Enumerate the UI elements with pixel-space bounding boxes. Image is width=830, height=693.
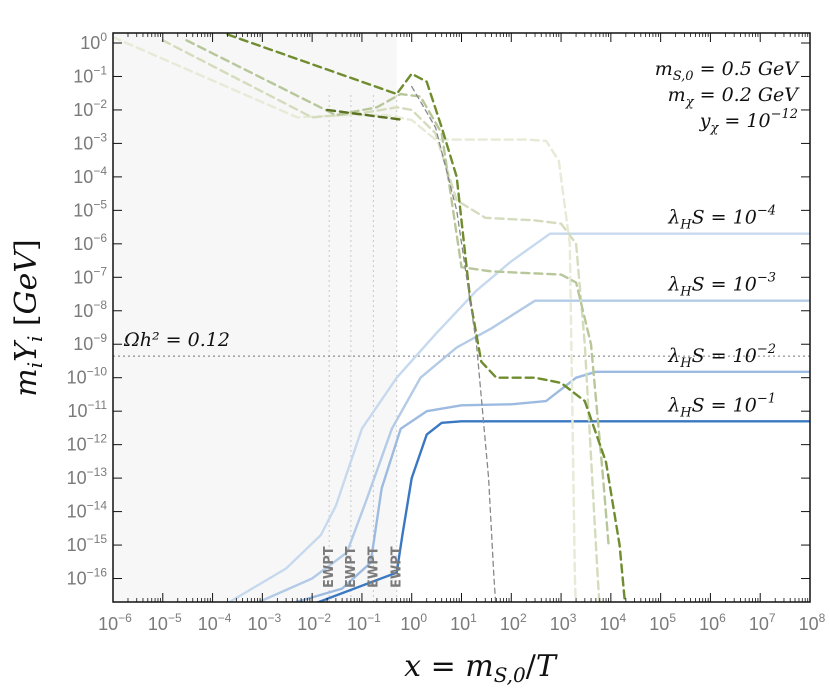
ticks: [112, 33, 811, 602]
x-tick-label: 10−5: [148, 611, 182, 634]
x-tick-label: 106: [699, 611, 726, 634]
x-tick-label: 105: [649, 611, 676, 634]
ewpt-labels: EWPT EWPT EWPT EWPT: [322, 546, 405, 588]
series-line-7: [226, 33, 627, 602]
y-tick-label: 10−6: [73, 231, 107, 254]
series-line-3: [315, 420, 810, 602]
x-tick-label: 10−6: [98, 611, 132, 634]
x-tick-labels: 10−6 10−5 10−4 10−3 10−2 10−1 100 101 102 103 104 1…: [98, 611, 826, 634]
y-tick-label: 10−11: [68, 398, 108, 421]
shaded-region: [113, 33, 397, 602]
y-tick-label: 10−15: [67, 532, 108, 555]
x-tick-label: 108: [799, 611, 826, 634]
x-tick-label: 102: [500, 611, 527, 634]
series-line-6: [185, 39, 610, 547]
y-tick-labels: 100 10−1 10−2 10−3 10−4 10−5 10−6 10−7 10−8 10−9 1…: [67, 30, 108, 589]
series-line-9: [411, 85, 497, 602]
x-tick-label: 10−2: [297, 611, 331, 634]
x-tick-label: 100: [400, 611, 427, 634]
x-tick-label: 10−3: [247, 611, 281, 634]
series-line-1: [255, 299, 810, 602]
y-tick-label: 10−1: [73, 63, 107, 86]
series-line-2: [292, 370, 810, 602]
y-tick-label: 10−10: [67, 365, 108, 388]
ewpt-label: EWPT: [322, 546, 337, 588]
parameter-label: mS,0​ = 0.5 GeV: [655, 58, 801, 84]
x-tick-label: 10−1: [347, 611, 381, 634]
y-tick-label: 10−14: [67, 499, 108, 522]
y-tick-label: 10−16: [67, 566, 108, 589]
series-label: λH​S = 10−3​: [667, 271, 776, 300]
ewpt-label: EWPT: [344, 546, 359, 588]
series-line-8: [325, 108, 406, 122]
x-tick-label: 101: [450, 611, 477, 634]
x-tick-label: 10−4: [198, 611, 232, 634]
ewpt-label: EWPT: [390, 546, 405, 588]
relic-density-label: Ωh² = 0.12: [123, 329, 230, 351]
y-tick-label: 10−13: [67, 465, 108, 488]
series-line-5: [161, 39, 601, 602]
y-tick-label: 10−9: [73, 331, 107, 354]
y-tick-label: 10−7: [73, 264, 107, 287]
y-tick-label: 10−12: [67, 432, 108, 455]
parameter-label: yχ​ = 10−12​: [699, 107, 798, 136]
ewpt-label: EWPT: [366, 546, 381, 588]
y-tick-label: 100: [80, 30, 107, 53]
x-tick-label: 104: [599, 611, 626, 634]
series-line-0: [227, 232, 810, 602]
x-tick-label: 107: [749, 611, 776, 634]
y-tick-label: 10−5: [73, 197, 107, 220]
y-tick-label: 10−2: [73, 97, 107, 120]
series-label: λH​S = 10−2​: [667, 342, 776, 371]
y-axis-label: miYi [GeV]: [9, 239, 47, 396]
x-tick-label: 103: [550, 611, 577, 634]
y-tick-label: 10−3: [73, 130, 107, 153]
x-axis-label: x = mS,0/T: [404, 649, 558, 687]
y-tick-label: 10−8: [73, 298, 107, 321]
parameter-label: mχ​ = 0.2 GeV: [668, 84, 801, 110]
series-label: λH​S = 10−4​: [667, 204, 776, 233]
series-label: λH​S = 10−1​: [667, 391, 776, 420]
series-group: [113, 33, 810, 602]
y-tick-label: 10−4: [73, 164, 107, 187]
